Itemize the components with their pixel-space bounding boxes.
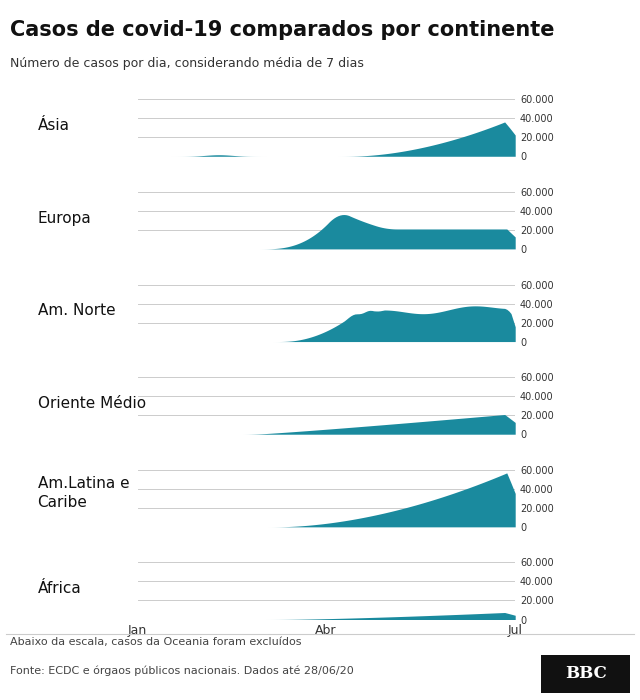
- Text: África: África: [38, 581, 81, 596]
- Text: Fonte: ECDC e órgaos públicos nacionais. Dados até 28/06/20: Fonte: ECDC e órgaos públicos nacionais.…: [10, 665, 353, 676]
- Text: BBC: BBC: [564, 665, 607, 682]
- Text: Casos de covid-19 comparados por continente: Casos de covid-19 comparados por contine…: [10, 20, 554, 40]
- Text: Am. Norte: Am. Norte: [38, 303, 115, 319]
- Text: Abaixo da escala, casos da Oceania foram excluídos: Abaixo da escala, casos da Oceania foram…: [10, 637, 301, 647]
- Text: Am.Latina e
Caribe: Am.Latina e Caribe: [38, 476, 129, 510]
- Text: Europa: Europa: [38, 211, 92, 225]
- Text: Ásia: Ásia: [38, 118, 70, 133]
- Text: Número de casos por dia, considerando média de 7 dias: Número de casos por dia, considerando mé…: [10, 57, 364, 71]
- Text: Oriente Médio: Oriente Médio: [38, 395, 146, 411]
